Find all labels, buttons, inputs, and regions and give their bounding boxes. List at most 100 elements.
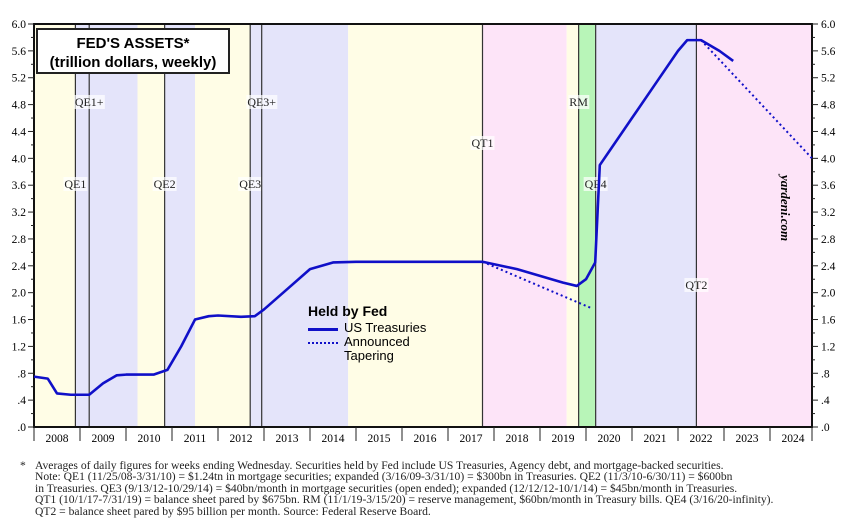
- y-tick-label-left: .0: [17, 422, 26, 434]
- x-tick-label: 2022: [690, 433, 713, 445]
- x-tick-label: 2010: [138, 433, 161, 445]
- period-label: QE1: [64, 177, 86, 191]
- period-label: QE2: [154, 177, 176, 191]
- period-label-bg: [63, 177, 88, 191]
- period-label-bg: [246, 95, 278, 109]
- chart-title: FED'S ASSETS*: [76, 35, 190, 52]
- period-label-bg: [568, 95, 590, 109]
- period-label-bg: [568, 95, 589, 109]
- period-band: [566, 24, 579, 427]
- y-tick-label-left: 2.8: [12, 234, 27, 246]
- x-tick-label: 2011: [184, 433, 207, 445]
- footnote-star: *: [20, 459, 26, 472]
- x-tick-label: 2014: [322, 433, 345, 445]
- footnote: * Averages of daily figures for weeks en…: [20, 459, 850, 517]
- legend-swatch-dotted: [308, 342, 338, 344]
- x-tick-label: 2017: [460, 433, 483, 445]
- footnote-line: Note: QE1 (11/25/08-3/31/10) = $1.24tn i…: [35, 470, 733, 484]
- y-tick-label-right: .8: [821, 368, 830, 380]
- y-tick-label-left: 6.0: [12, 19, 27, 31]
- y-tick-label-left: 2.4: [12, 261, 27, 273]
- legend-item-treasuries: US Treasuries: [308, 321, 426, 335]
- legend: Held by Fed US Treasuries Announced Tape…: [308, 303, 426, 363]
- legend-label: Announced Tapering: [344, 334, 410, 363]
- y-tick-label-right: 5.2: [821, 73, 836, 85]
- treasuries-line: [33, 38, 734, 397]
- y-tick-label-right: 3.6: [821, 180, 836, 192]
- y-tick-label-right: 6.0: [821, 19, 836, 31]
- period-band: [348, 24, 483, 427]
- period-label: RM: [569, 95, 588, 109]
- period-label: QE3: [239, 177, 261, 191]
- x-tick-label: 2012: [230, 433, 253, 445]
- y-tick-label-right: 2.8: [821, 234, 836, 246]
- period-label-bg: [583, 177, 608, 191]
- period-label-bg: [238, 177, 262, 191]
- x-tick-label: 2013: [276, 433, 299, 445]
- y-tick-label-left: 3.2: [12, 207, 27, 219]
- y-tick-label-left: 5.2: [12, 73, 27, 85]
- y-tick-label-left: 5.6: [12, 46, 27, 58]
- y-tick-label-left: 2.0: [12, 288, 27, 300]
- y-tick-label-right: 1.6: [821, 315, 836, 327]
- y-tick-label-right: .4: [821, 395, 830, 407]
- chart-title-box: FED'S ASSETS* (trillion dollars, weekly): [36, 28, 230, 74]
- x-tick-label: 2020: [598, 433, 621, 445]
- x-tick-label: 2023: [736, 433, 759, 445]
- x-tick-label: 2015: [368, 433, 391, 445]
- footnote-line: QT1 (10/1/17-7/31/19) = balance sheet pa…: [35, 493, 774, 507]
- legend-label: US Treasuries: [344, 320, 427, 335]
- period-label-bg: [152, 177, 177, 191]
- period-label-bg: [238, 177, 263, 191]
- legend-item-tapering: Announced Tapering: [308, 335, 426, 363]
- y-tick-label-left: 4.4: [12, 126, 27, 138]
- legend-swatch-solid: [308, 328, 338, 331]
- period-label-bg: [684, 278, 708, 292]
- x-tick-label: 2024: [782, 433, 805, 445]
- period-band: [595, 24, 697, 427]
- y-tick-label-right: 1.2: [821, 341, 836, 353]
- period-label: QE1+: [75, 95, 104, 109]
- x-tick-label: 2019: [552, 433, 575, 445]
- y-tick-label-right: 2.4: [821, 261, 836, 273]
- x-tick-label: 2008: [46, 433, 69, 445]
- tapering-line: [700, 39, 813, 160]
- period-label: QE3+: [247, 95, 276, 109]
- period-label: QT2: [685, 278, 707, 292]
- period-label-bg: [63, 177, 87, 191]
- period-label: QT1: [472, 136, 494, 150]
- period-band: [696, 24, 812, 427]
- period-band: [75, 24, 138, 427]
- period-band: [137, 24, 165, 427]
- y-tick-label-right: .0: [821, 422, 830, 434]
- period-band: [578, 24, 596, 427]
- period-band: [250, 24, 349, 427]
- legend-title: Held by Fed: [308, 303, 388, 319]
- footnote-line: in Treasuries. QE3 (9/13/12-10/29/14) = …: [35, 481, 738, 495]
- y-tick-label-right: 5.6: [821, 46, 836, 58]
- y-tick-label-right: 3.2: [821, 207, 836, 219]
- footnote-line: Averages of daily figures for weeks endi…: [35, 459, 724, 472]
- period-band: [34, 24, 76, 427]
- period-label-bg: [73, 95, 105, 109]
- period-band: [164, 24, 195, 427]
- period-label-bg: [471, 136, 495, 150]
- chart-subtitle: (trillion dollars, weekly): [49, 54, 217, 71]
- period-label-bg: [584, 177, 608, 191]
- y-tick-label-right: 4.8: [821, 100, 836, 112]
- period-label-bg: [470, 136, 495, 150]
- y-tick-label-left: 1.2: [12, 341, 27, 353]
- chart-svg: QE1 QE1+ QE2 QE3 QE3+ QT1 RM QE4 QT2 .0 .0 .4 .4 .8 .8…: [12, 19, 836, 445]
- period-label-bg: [246, 95, 277, 109]
- y-tick-label-right: 4.0: [821, 153, 836, 165]
- y-tick-label-left: 3.6: [12, 180, 27, 192]
- y-tick-label-right: 4.4: [821, 126, 836, 138]
- y-tick-label-left: .4: [17, 395, 26, 407]
- y-tick-label-left: .8: [17, 368, 26, 380]
- x-tick-label: 2021: [644, 433, 667, 445]
- period-band: [195, 24, 251, 427]
- period-band: [482, 24, 567, 427]
- x-tick-label: 2016: [414, 433, 437, 445]
- watermark: yardeni.com: [778, 175, 793, 242]
